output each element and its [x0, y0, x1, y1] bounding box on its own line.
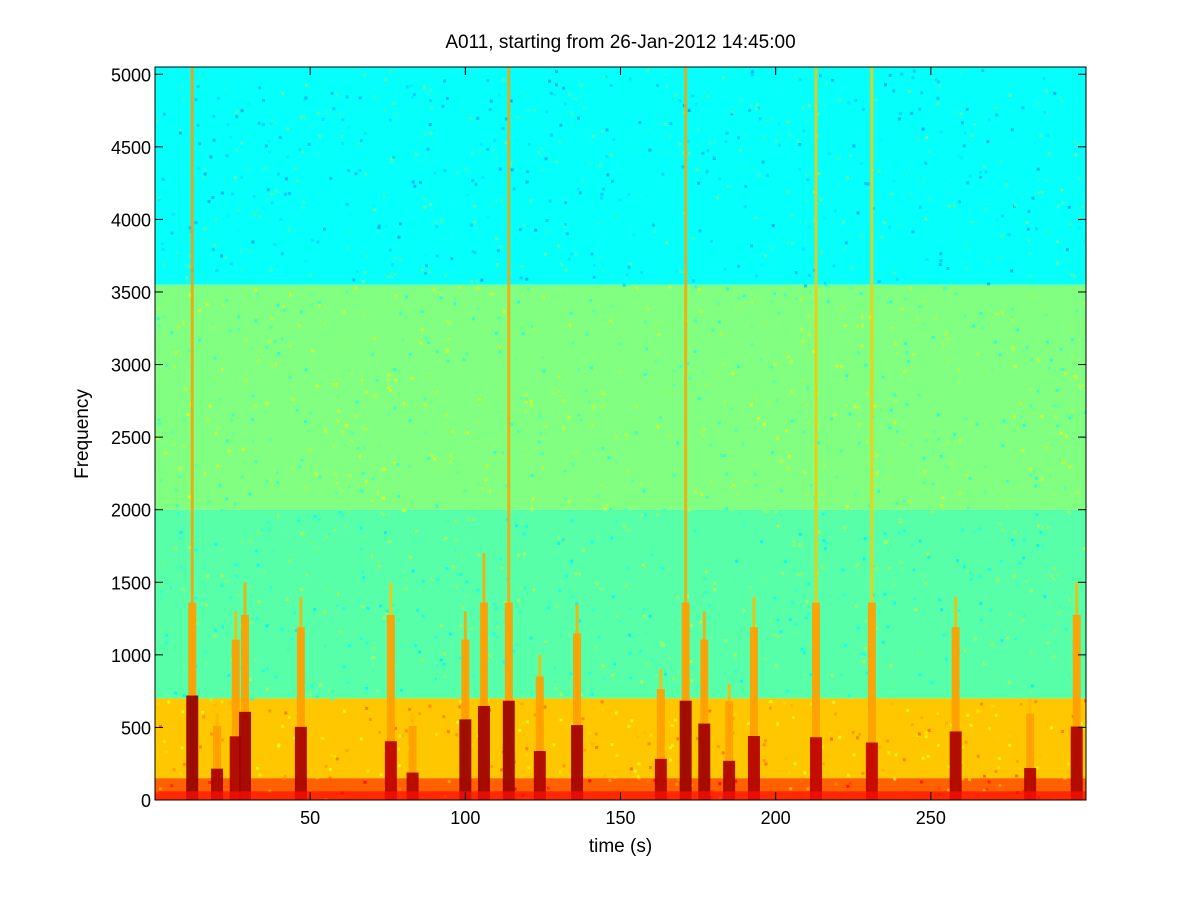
transient-event: [238, 582, 251, 800]
x-tick-label: 100: [450, 808, 480, 828]
transient-event: [294, 596, 307, 800]
frequency-band: [155, 67, 1086, 285]
y-tick-label: 2500: [111, 428, 151, 448]
x-tick-label: 200: [761, 808, 791, 828]
transient-event: [1070, 582, 1083, 800]
y-tick-label: 2000: [111, 501, 151, 521]
y-tick-label: 0: [141, 791, 151, 811]
chart-title: A011, starting from 26-Jan-2012 14:45:00: [445, 32, 796, 53]
y-tick-label: 1500: [111, 573, 151, 593]
x-tick-label: 250: [916, 808, 946, 828]
transient-event: [747, 596, 760, 800]
x-axis-label: time (s): [588, 836, 653, 857]
transient-event: [229, 611, 242, 800]
transient-event: [459, 611, 472, 800]
y-tick-label: 4000: [111, 210, 151, 230]
x-tick-label: 150: [605, 808, 635, 828]
transient-event: [533, 654, 546, 800]
frequency-band: [155, 509, 1086, 699]
x-tick-label: 50: [300, 808, 320, 828]
transient-event: [571, 604, 584, 800]
spectrogram-field: [155, 67, 1086, 800]
transient-event: [654, 669, 667, 800]
y-tick-label: 3500: [111, 283, 151, 303]
transient-event: [679, 67, 692, 800]
y-axis-label: Frequency: [72, 389, 93, 479]
transient-event: [384, 582, 397, 800]
y-tick-label: 3000: [111, 356, 151, 376]
transient-event: [186, 67, 199, 800]
y-tick-label: 1000: [111, 646, 151, 666]
frequency-band: [155, 698, 1086, 779]
transient-event: [949, 596, 962, 800]
transient-event: [477, 553, 490, 800]
frequency-band: [155, 284, 1086, 510]
transient-event: [502, 67, 515, 800]
y-tick-label: 500: [121, 718, 151, 738]
transient-event: [865, 67, 878, 800]
y-tick-label: 4500: [111, 138, 151, 158]
y-tick-label: 5000: [111, 65, 151, 85]
transient-event: [698, 611, 711, 800]
transient-event: [723, 683, 736, 800]
transient-event: [810, 67, 823, 800]
